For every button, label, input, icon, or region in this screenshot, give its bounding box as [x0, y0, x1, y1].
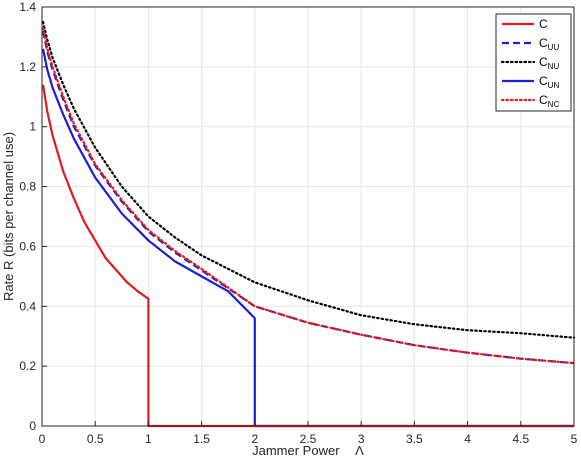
- legend-label: CUN: [539, 74, 559, 90]
- x-tick-label: 2.5: [300, 432, 317, 446]
- x-tick-label: 3: [358, 432, 365, 446]
- series-line-c-un: [41, 48, 574, 428]
- x-tick-label: 1.5: [193, 432, 210, 446]
- y-axis-label: Rate R (bits per channel use): [1, 132, 16, 301]
- legend: C CUU CNU CUN CNC: [495, 13, 572, 112]
- x-axis-label-text: Jammer Power: [252, 443, 340, 458]
- y-tick-label: 0.2: [19, 359, 36, 373]
- series-lines: [41, 20, 576, 428]
- y-tick-label: 1: [29, 120, 36, 134]
- x-tick-label: 4: [464, 432, 471, 446]
- y-tick-label: 0.4: [19, 299, 36, 313]
- x-axis-label: Jammer Power Λ: [252, 443, 364, 458]
- legend-label: CNC: [539, 93, 559, 109]
- y-tick-label: 0.6: [19, 239, 36, 253]
- y-tick-label: 1.4: [19, 0, 36, 14]
- x-tick-label: 0: [39, 432, 46, 446]
- legend-label: C: [539, 17, 548, 31]
- series-line-c-uu: [41, 30, 575, 365]
- series-line-c-nu: [41, 20, 576, 339]
- series-line-c-nc: [41, 26, 576, 365]
- x-tick-label: 1: [145, 432, 152, 446]
- x-tick-label: 3.5: [406, 432, 423, 446]
- y-tick-label: 1.2: [19, 60, 36, 74]
- x-tick-label: 0.5: [87, 432, 104, 446]
- x-axis-label-symbol: Λ: [355, 443, 364, 458]
- y-ticks: 0 0.2 0.4 0.6 0.8 1 1.2 1.4: [19, 0, 47, 433]
- x-ticks: 0 0.5 1 1.5 2 2.5 3 3.5 4 4.5 5: [39, 421, 578, 446]
- x-tick-label: 5: [571, 432, 578, 446]
- x-tick-label: 2: [251, 432, 258, 446]
- legend-label: CUU: [539, 36, 559, 52]
- y-tick-label: 0.8: [19, 180, 36, 194]
- x-tick-label: 4.5: [512, 432, 529, 446]
- y-tick-label: 0: [29, 419, 36, 433]
- series-line-c: [41, 84, 574, 428]
- grid: [41, 6, 575, 427]
- legend-label: CNU: [539, 55, 559, 71]
